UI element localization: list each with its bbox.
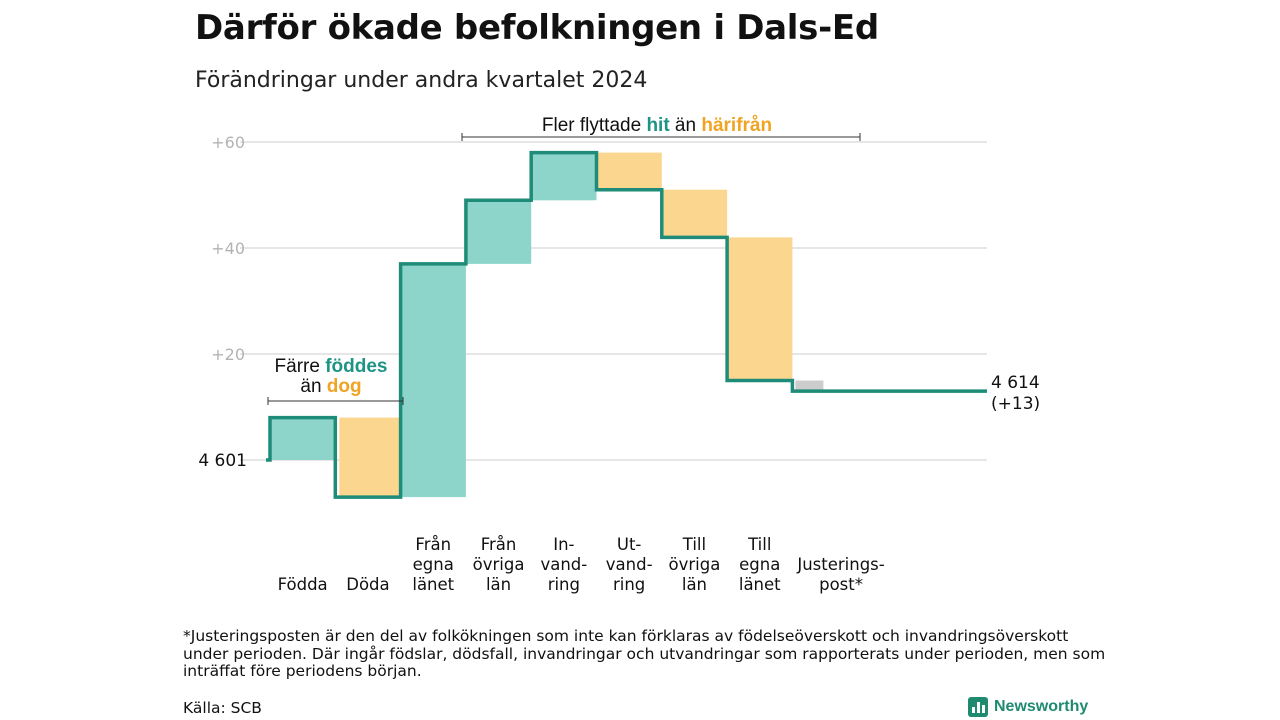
bar-increase [270, 417, 336, 460]
waterfall-chart: +20+40+60 Födda DödaFrånegnalänetFrånövri… [198, 115, 1040, 594]
bar-adjustment [795, 380, 824, 392]
category-label: vand- [540, 555, 587, 574]
category-label: Ut- [617, 535, 642, 554]
y-tick-label: +20 [211, 345, 245, 364]
y-tick-label: +40 [211, 239, 245, 258]
category-label: län [486, 575, 511, 594]
category-label: övriga [669, 555, 721, 574]
category-label: Från [481, 535, 517, 554]
bar-decrease [661, 189, 728, 238]
category-label: Till [682, 535, 706, 554]
category-label: Födda [278, 575, 328, 594]
category-label: post* [819, 575, 863, 594]
bar-decrease [727, 237, 793, 381]
category-label: Döda [346, 575, 389, 594]
start-value-label: 4 601 [198, 451, 247, 471]
bar-increase [400, 263, 466, 498]
category-label: övriga [473, 555, 525, 574]
category-label: Till [747, 535, 771, 554]
brand-name: Newsworthy [994, 698, 1089, 715]
end-value-label: 4 614 [991, 373, 1040, 393]
annotation-migration: Fler flyttade hit än härifrån [542, 115, 772, 136]
category-label: Justerings- [796, 555, 884, 574]
bar-increase [465, 200, 532, 264]
annotation-births-deaths-line2: än dog [300, 376, 361, 397]
category-label: egna [739, 555, 780, 574]
annotation-births-deaths: Färre föddes [275, 356, 388, 377]
category-label: ring [548, 575, 580, 594]
cumulative-step-line [266, 150, 987, 499]
footnote: *Justeringsposten är den del av folkökni… [183, 627, 1106, 680]
y-tick-label: +60 [211, 133, 245, 152]
category-label: län [682, 575, 707, 594]
source-label: Källa: SCB [183, 699, 262, 717]
category-label: egna [413, 555, 454, 574]
category-label: Från [415, 535, 451, 554]
bar-decrease [596, 152, 662, 190]
end-change-label: (+13) [991, 394, 1040, 414]
chart-title: Därför ökade befolkningen i Dals-Ed [195, 8, 879, 48]
bar-decrease [339, 417, 401, 498]
category-label: länet [739, 575, 781, 594]
category-label: länet [412, 575, 454, 594]
category-label: ring [613, 575, 645, 594]
category-label: vand- [606, 555, 653, 574]
brand-logo: Newsworthy [968, 697, 1088, 717]
bar-chart-icon [968, 697, 988, 717]
category-label: In- [553, 535, 574, 554]
chart-subtitle: Förändringar under andra kvartalet 2024 [195, 68, 648, 93]
bar-increase [531, 152, 597, 201]
